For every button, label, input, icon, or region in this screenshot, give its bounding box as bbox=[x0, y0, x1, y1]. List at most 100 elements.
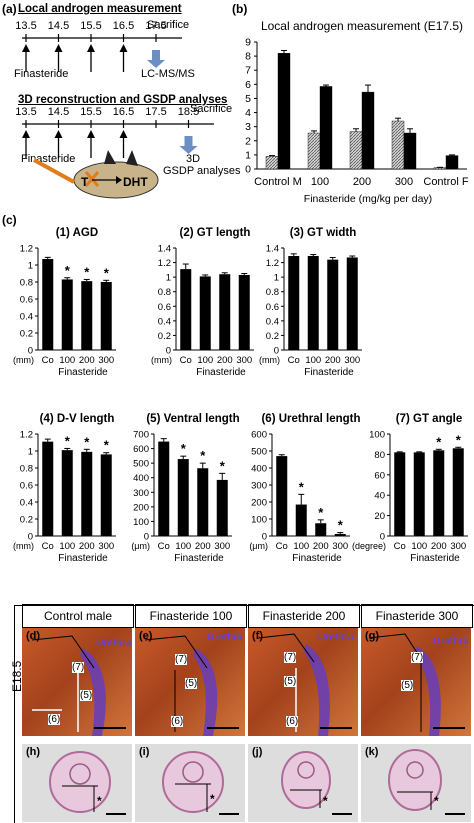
chart-c5-bar bbox=[216, 479, 228, 536]
chart-b-ytick-label: 8 bbox=[245, 51, 251, 63]
panel-c-label: (c) bbox=[2, 213, 17, 227]
image-g-label: (g) bbox=[365, 630, 380, 642]
marker-7-g: (7) bbox=[411, 652, 424, 663]
lcms-label: LC-MS/MS bbox=[141, 68, 195, 80]
chart-c5-ytick-label: 600 bbox=[133, 444, 149, 455]
chart-c3-title: (3) GT width bbox=[290, 227, 356, 239]
marker-6-e: (6) bbox=[171, 716, 184, 727]
timeline-day: 15.5 bbox=[80, 106, 101, 118]
timeline-day: 17.5 bbox=[145, 106, 166, 118]
image-g-3d-reconstruction: (g) Urethra (7) (5) bbox=[361, 628, 471, 736]
header-control-male: Control male bbox=[22, 604, 134, 628]
image-d-label: (d) bbox=[26, 630, 41, 642]
panel-b-label: (b) bbox=[232, 2, 248, 16]
chart-b-bar bbox=[319, 86, 333, 170]
chart-c3-xlabel: Finasteride bbox=[304, 367, 354, 378]
chart-c7-title: (7) GT angle bbox=[396, 413, 462, 425]
chart-b-xlabel: Finasteride (mg/kg per day) bbox=[304, 193, 432, 205]
chart-c1-ytick-label: 1.2 bbox=[20, 244, 33, 255]
chart-c1-sig-star: * bbox=[104, 265, 110, 280]
chart-c7-bar bbox=[433, 450, 445, 536]
urethra-label-d: Urethra bbox=[96, 638, 132, 649]
chart-c5-ytick-label: 700 bbox=[133, 430, 149, 441]
chart-c1-category-label: Co bbox=[42, 355, 54, 366]
chart-c6-bar bbox=[295, 504, 307, 536]
sacrifice-label-2: Sacrifice bbox=[190, 103, 233, 115]
chart-c5-bar bbox=[177, 459, 189, 536]
image-k-histology: (k) * bbox=[361, 744, 471, 822]
gsdp-title: 3D reconstruction and GSDP analyses bbox=[18, 94, 228, 106]
chart-c2-category-label: 300 bbox=[236, 355, 252, 366]
image-j-histology: (j) * bbox=[248, 744, 358, 822]
image-e-3d-reconstruction: (e) Urethra (7) (5) (6) bbox=[135, 628, 245, 736]
chart-c2-bar bbox=[199, 276, 211, 350]
chart-c7-category-label: 200 bbox=[431, 541, 447, 552]
timeline-day: 13.5 bbox=[15, 20, 36, 32]
chart-c4-unit: (mm) bbox=[13, 541, 34, 551]
dose-arrowhead bbox=[87, 44, 95, 52]
chart-c3-bar bbox=[288, 256, 300, 350]
timeline-day: 16.5 bbox=[113, 106, 134, 118]
chart-c4-category-label: Co bbox=[42, 541, 54, 552]
chart-c7-ytick-label: 100 bbox=[369, 430, 385, 441]
chart-c2-xlabel: Finasteride bbox=[196, 367, 246, 378]
chart-c3-ytick-label: 0 bbox=[274, 346, 279, 357]
chart-c3-bar bbox=[307, 256, 319, 350]
chart-c4-category-label: 200 bbox=[79, 541, 95, 552]
chart-c1-bar bbox=[81, 281, 93, 350]
chart-c6-category-label: 300 bbox=[332, 541, 348, 552]
image-f-3d-reconstruction: (f) Urethra (7) (5) (6) bbox=[248, 628, 358, 736]
chart-c7-ytick-label: 60 bbox=[374, 470, 385, 481]
timeline-day: 14.5 bbox=[48, 20, 69, 32]
star-h: * bbox=[97, 794, 102, 808]
marker-5-g: (5) bbox=[401, 680, 414, 691]
chart-b-ytick-label: 2 bbox=[245, 135, 251, 147]
chart-b-bar bbox=[391, 120, 405, 170]
chart-c4-ytick-label: 1.2 bbox=[20, 430, 33, 441]
chart-c1-sig-star: * bbox=[65, 263, 71, 278]
chart-c6-svg: (6) Urethral length0100200300400500600Co… bbox=[249, 413, 360, 564]
chart-c4-ytick-label: 1 bbox=[28, 447, 33, 458]
image-e-label: (e) bbox=[139, 630, 153, 642]
chart-c5-xlabel: Finasteride bbox=[174, 553, 224, 564]
chart-c6-ytick-label: 400 bbox=[251, 464, 267, 475]
chart-c4-sig-star: * bbox=[104, 438, 110, 453]
chart-c2-bar bbox=[238, 274, 250, 350]
chart-c7-category-label: Co bbox=[394, 541, 406, 552]
chart-c6-sig-star: * bbox=[299, 479, 305, 494]
timeline-day: 17.5 bbox=[145, 20, 166, 32]
image-j-label: (j) bbox=[252, 746, 263, 758]
chart-c2-ytick-label: 1.4 bbox=[158, 244, 171, 255]
chart-c3-ytick-label: 1.2 bbox=[266, 258, 279, 269]
chart-b-ytick-label: 6 bbox=[245, 79, 251, 91]
chart-c2-category-label: 100 bbox=[197, 355, 213, 366]
chart-c1-xlabel: Finasteride bbox=[58, 367, 108, 378]
chart-c3-ytick-label: 0.8 bbox=[266, 287, 279, 298]
chart-b-category-label: 100 bbox=[311, 176, 329, 188]
chart-c2-ytick-label: 0.6 bbox=[158, 302, 171, 313]
image-i-label: (i) bbox=[139, 746, 150, 758]
chart-b-ytick-label: 0 bbox=[245, 164, 251, 176]
chart-b-bar bbox=[403, 132, 417, 170]
chart-c1-ytick-label: 0 bbox=[28, 346, 33, 357]
mouse-illustration bbox=[33, 150, 159, 199]
chart-c5-category-label: 300 bbox=[214, 541, 230, 552]
chart-c3-category-label: 100 bbox=[305, 355, 321, 366]
chart-c6-title: (6) Urethral length bbox=[261, 413, 360, 425]
chart-c2-ytick-label: 0.2 bbox=[158, 331, 171, 342]
chart-c7-unit: (degree) bbox=[352, 541, 386, 551]
header-finasteride-100: Finasteride 100 bbox=[135, 604, 247, 628]
marker-6-d: (6) bbox=[48, 714, 61, 725]
chart-c4-bar bbox=[100, 454, 112, 536]
marker-5-d: (5) bbox=[80, 690, 93, 701]
chart-c6-sig-star: * bbox=[318, 505, 324, 520]
image-h-label: (h) bbox=[26, 746, 41, 758]
dose-arrowhead bbox=[54, 130, 63, 138]
chart-c6-bar bbox=[315, 523, 327, 536]
chart-b-bar bbox=[361, 91, 375, 170]
chart-c7-ytick-label: 0 bbox=[380, 532, 385, 543]
chart-c7-ytick-label: 80 bbox=[374, 450, 385, 461]
chart-c2-ytick-label: 0.8 bbox=[158, 287, 171, 298]
chart-c4-bar bbox=[61, 450, 73, 536]
chart-c6-ytick-label: 500 bbox=[251, 447, 267, 458]
